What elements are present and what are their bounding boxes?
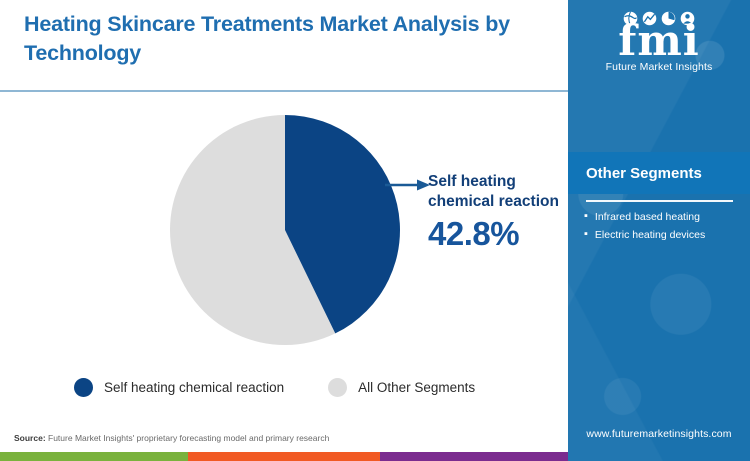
list-item: ▪ Infrared based heating bbox=[584, 209, 746, 225]
bullet-icon: ▪ bbox=[584, 228, 588, 241]
logo-icon-row bbox=[568, 6, 750, 27]
pie-icon bbox=[661, 11, 676, 26]
callout-label: Self heating chemical reaction bbox=[428, 173, 559, 211]
bullet-icon: ▪ bbox=[584, 210, 588, 222]
bottom-bar-segment-purple bbox=[380, 452, 568, 461]
fmi-logo: fmi Future Market Insights bbox=[568, 6, 750, 73]
pie-chart-svg bbox=[170, 115, 400, 345]
callout-arrow-icon bbox=[385, 179, 430, 191]
title-divider bbox=[0, 90, 568, 92]
legend-item-all-other-segments: All Other Segments bbox=[328, 378, 475, 397]
side-panel: fmi Future Market Insights Other Segment… bbox=[568, 0, 750, 461]
other-segments-list: ▪ Infrared based heating ▪ Electric heat… bbox=[584, 209, 746, 246]
logo-wordmark: fmi bbox=[618, 16, 700, 65]
pie-slice-all-other-segments bbox=[170, 115, 336, 345]
website-url[interactable]: www.futuremarketinsights.com bbox=[586, 428, 732, 440]
bottom-bar-segment-green bbox=[0, 452, 188, 461]
list-item: ▪ Electric heating devices bbox=[584, 227, 746, 243]
callout-value: 42.8% bbox=[428, 215, 520, 252]
globe-icon bbox=[623, 11, 638, 26]
legend-label: Self heating chemical reaction bbox=[104, 380, 285, 395]
legend-swatch-icon bbox=[74, 378, 93, 397]
list-item-label: Electric heating devices bbox=[594, 229, 706, 242]
chart-icon bbox=[642, 11, 657, 26]
pie-slice-self-heating-chemical-reaction bbox=[285, 115, 400, 334]
chart-legend: Self heating chemical reaction All Other… bbox=[74, 378, 475, 397]
other-segments-title: Other Segments bbox=[586, 164, 702, 182]
source-text: Future Market Insights' proprietary fore… bbox=[45, 433, 330, 443]
source-note: Source: Future Market Insights' propriet… bbox=[14, 433, 329, 443]
bottom-color-bar bbox=[0, 452, 568, 461]
other-segments-band: Other Segments bbox=[568, 152, 750, 194]
pie-chart bbox=[170, 115, 400, 345]
person-icon bbox=[680, 11, 695, 26]
source-label: Source: bbox=[14, 433, 46, 443]
legend-item-self-heating: Self heating chemical reaction bbox=[74, 378, 284, 397]
page-title: Heating Skincare Treatments Market Analy… bbox=[24, 12, 510, 65]
other-segments-divider bbox=[586, 200, 733, 202]
legend-label: All Other Segments bbox=[358, 380, 476, 395]
main-content-area: Heating Skincare Treatments Market Analy… bbox=[0, 12, 568, 461]
legend-swatch-icon bbox=[328, 378, 348, 397]
bottom-bar-segment-orange bbox=[188, 452, 380, 461]
list-item-label: Infrared based heating bbox=[594, 211, 700, 223]
logo-tagline: Future Market Insights bbox=[605, 61, 713, 74]
